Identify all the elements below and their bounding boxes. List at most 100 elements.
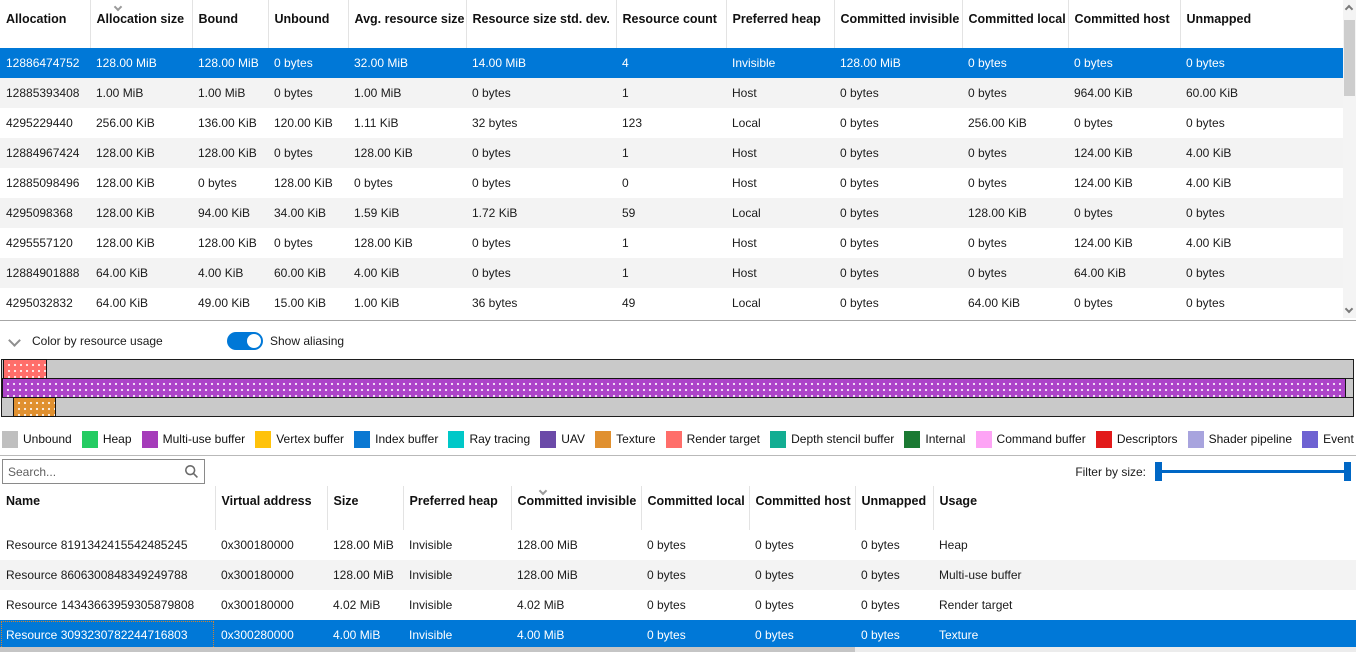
cell: 0 bytes xyxy=(466,138,616,168)
legend-item-ray-tracing: Ray tracing xyxy=(448,430,530,448)
column-header-committed-host[interactable]: Committed host xyxy=(749,486,856,530)
cell: 0 bytes xyxy=(354,176,393,190)
cell: 0 bytes xyxy=(268,48,348,78)
cell: Local xyxy=(732,116,761,130)
column-header-committed-invisible[interactable]: Committed invisible xyxy=(834,0,963,48)
allocation-bar-3[interactable] xyxy=(1,397,1354,417)
cell: 0 bytes xyxy=(749,620,855,650)
scroll-up-icon[interactable] xyxy=(1344,4,1354,14)
slider-track xyxy=(1158,470,1348,473)
multi-use-buffer-segment[interactable] xyxy=(2,378,1347,398)
column-header-unmapped[interactable]: Unmapped xyxy=(855,486,934,530)
cell: 0 bytes xyxy=(834,198,962,228)
texture-segment[interactable] xyxy=(13,397,57,417)
column-label: Committed invisible xyxy=(840,12,960,26)
search-box[interactable] xyxy=(2,459,205,484)
cell: 0x300180000 xyxy=(221,538,294,552)
cell: 0 bytes xyxy=(268,138,348,168)
column-header-resource-count[interactable]: Resource count xyxy=(616,0,727,48)
cell: 0 bytes xyxy=(962,48,1068,78)
cell: 64.00 KiB xyxy=(96,296,149,310)
allocation-row[interactable]: 12884901888 64.00 KiB 4.00 KiB 60.00 KiB 4.0… xyxy=(0,258,1343,288)
legend-item-descriptors: Descriptors xyxy=(1095,430,1178,448)
cell: 123 xyxy=(622,116,643,130)
chevron-down-icon[interactable] xyxy=(8,334,21,347)
show-aliasing-label: Show aliasing xyxy=(270,334,345,348)
allocation-row[interactable]: 12884967424 128.00 KiB 128.00 KiB 0 bytes 12… xyxy=(0,138,1343,168)
search-input[interactable] xyxy=(3,464,184,479)
column-header-name[interactable]: Name xyxy=(0,486,216,530)
vertical-scrollbar[interactable] xyxy=(1343,0,1356,318)
cell: 4.02 MiB xyxy=(517,598,565,612)
column-header-unmapped[interactable]: Unmapped xyxy=(1180,0,1343,48)
column-header-resource-size-std-dev[interactable]: Resource size std. dev. xyxy=(466,0,617,48)
cell: Invisible xyxy=(409,538,453,552)
resource-row[interactable]: Resource 3093230782244716803 0x300280000 4… xyxy=(0,620,1356,650)
size-filter: Filter by size: xyxy=(1075,459,1351,484)
resource-table: Name Virtual address Size Preferred heap Com… xyxy=(0,486,1356,650)
horizontal-scrollbar[interactable] xyxy=(0,647,1356,652)
allocation-row[interactable]: 4295098368 128.00 KiB 94.00 KiB 34.00 KiB 1.… xyxy=(0,198,1343,228)
resource-row[interactable]: Resource 14343663959305879808 0x300180000… xyxy=(0,590,1356,620)
legend-label: Event xyxy=(1323,432,1354,446)
column-header-unbound[interactable]: Unbound xyxy=(268,0,349,48)
cell: 0 bytes xyxy=(466,258,616,288)
size-filter-slider[interactable] xyxy=(1155,462,1351,481)
resource-row[interactable]: Resource 8191342415542485245 0x300180000 1… xyxy=(0,530,1356,560)
cell: 0 bytes xyxy=(861,598,900,612)
allocation-row[interactable]: 12886474752 128.00 MiB 128.00 MiB 0 bytes 32… xyxy=(0,48,1343,78)
descriptors-swatch-icon xyxy=(1095,430,1112,448)
column-header-allocation[interactable]: Allocation xyxy=(0,0,91,48)
cell: 60.00 KiB xyxy=(1180,78,1343,108)
allocation-row[interactable]: 12885098496 128.00 KiB 0 bytes 128.00 KiB 0 … xyxy=(0,168,1343,198)
cell: 128.00 MiB xyxy=(511,560,641,590)
column-header-committed-host[interactable]: Committed host xyxy=(1068,0,1181,48)
color-by-resource-usage-label[interactable]: Color by resource usage xyxy=(32,334,163,348)
column-header-allocation-size[interactable]: Allocation size xyxy=(90,0,193,48)
scroll-down-icon[interactable] xyxy=(1344,304,1354,314)
cell: 0 bytes xyxy=(834,78,962,108)
uav-swatch-icon xyxy=(540,430,557,448)
legend-item-heap: Heap xyxy=(81,430,132,448)
allocation-row[interactable]: 4295229440 256.00 KiB 136.00 KiB 120.00 KiB… xyxy=(0,108,1343,138)
column-label: Resource size std. dev. xyxy=(472,12,610,26)
legend-label: Depth stencil buffer xyxy=(791,432,895,446)
column-header-preferred-heap[interactable]: Preferred heap xyxy=(726,0,835,48)
column-header-committed-local[interactable]: Committed local xyxy=(641,486,750,530)
allocation-bar-2[interactable] xyxy=(1,378,1354,398)
cell: 4295098368 xyxy=(0,198,90,228)
column-header-avg-resource-size[interactable]: Avg. resource size xyxy=(348,0,467,48)
legend-label: Index buffer xyxy=(375,432,439,446)
cell: 0 bytes xyxy=(855,560,933,590)
scrollbar-thumb[interactable] xyxy=(0,647,855,652)
ray-tracing-swatch-icon xyxy=(448,430,465,448)
column-header-virtual-address[interactable]: Virtual address xyxy=(215,486,328,530)
column-header-bound[interactable]: Bound xyxy=(192,0,269,48)
cell: 49.00 KiB xyxy=(198,296,251,310)
allocation-row[interactable]: 4295032832 64.00 KiB 49.00 KiB 15.00 KiB 1.0… xyxy=(0,288,1343,318)
allocation-bar-1[interactable] xyxy=(1,359,1354,379)
cell: 256.00 KiB xyxy=(968,116,1027,130)
show-aliasing-toggle[interactable] xyxy=(227,332,263,350)
cell: 60.00 KiB xyxy=(268,258,348,288)
legend-item-render-target: Render target xyxy=(665,430,760,448)
cell: 0 bytes xyxy=(1074,296,1113,310)
column-header-usage[interactable]: Usage xyxy=(933,486,1356,530)
slider-handle-max[interactable] xyxy=(1344,462,1351,481)
column-header-size[interactable]: Size xyxy=(327,486,404,530)
allocation-row[interactable]: 4295557120 128.00 KiB 128.00 KiB 0 bytes 128… xyxy=(0,228,1343,258)
scrollbar-thumb[interactable] xyxy=(1344,20,1355,96)
cell: Resource 14343663959305879808 xyxy=(6,598,195,612)
cell: 0 bytes xyxy=(834,258,962,288)
render-target-segment[interactable] xyxy=(3,359,47,379)
column-header-committed-invisible[interactable]: Committed invisible xyxy=(511,486,642,530)
resource-row[interactable]: Resource 8606300848349249788 0x300180000 1… xyxy=(0,560,1356,590)
column-header-committed-local[interactable]: Committed local xyxy=(962,0,1069,48)
cell: 64.00 KiB xyxy=(1068,258,1180,288)
column-header-preferred-heap[interactable]: Preferred heap xyxy=(403,486,512,530)
slider-handle-min[interactable] xyxy=(1155,462,1162,481)
legend-item-depth-stencil-buffer: Depth stencil buffer xyxy=(770,430,895,448)
allocation-row[interactable]: 12885393408 1.00 MiB 1.00 MiB 0 bytes 1.00 M… xyxy=(0,78,1343,108)
legend-item-event: Event xyxy=(1302,430,1354,448)
cell: 128.00 KiB xyxy=(96,236,155,250)
